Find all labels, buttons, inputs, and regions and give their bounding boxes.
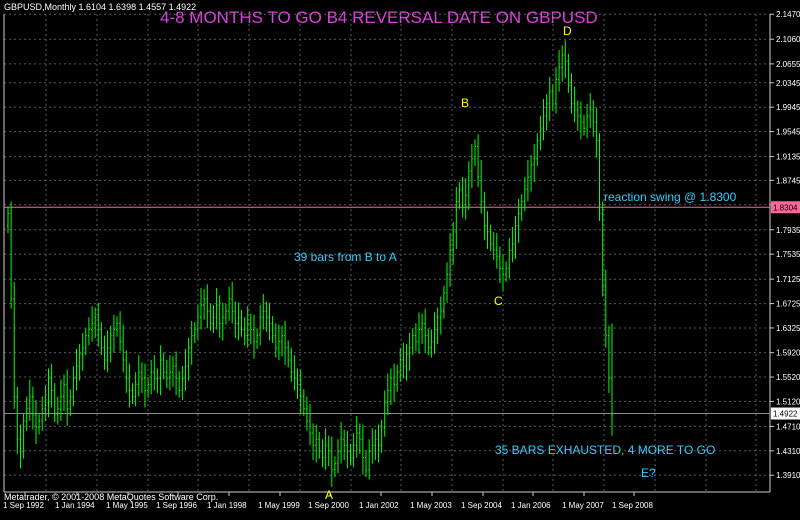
x-tick-label: 1 Sep 1996 [156, 501, 197, 510]
y-tick-label: 1.7125 [776, 275, 800, 284]
y-tick-label: 2.1060 [776, 35, 800, 44]
annotation-bars-b-to-a: 39 bars from B to A [294, 250, 397, 264]
x-tick-label: 1 Jan 1998 [207, 501, 247, 510]
x-tick-label: 1 Sep 2008 [612, 501, 653, 510]
label-e: E? [641, 466, 656, 480]
x-tick-label: 1 May 1995 [106, 501, 148, 510]
y-tick-label: 1.4710 [776, 422, 800, 431]
y-tick-label: 1.7535 [776, 250, 800, 259]
y-tick-label: 1.6725 [776, 300, 800, 309]
y-tick-label: 1.6325 [776, 324, 800, 333]
x-tick-label: 1 Jan 1994 [55, 501, 95, 510]
x-tick-label: 1 Sep 1992 [3, 501, 44, 510]
y-tick-label: 1.3910 [776, 471, 800, 480]
label-d: D [563, 24, 572, 38]
label-b: B [461, 96, 469, 110]
y-tick-label: 2.1470 [776, 10, 800, 19]
y-tick-label: 1.5520 [776, 373, 800, 382]
y-tick-label: 1.5120 [776, 397, 800, 406]
x-tick-label: 1 Sep 2004 [461, 501, 502, 510]
y-tick-label: 1.9545 [776, 128, 800, 137]
y-tick-label: 1.9945 [776, 103, 800, 112]
y-tick-label: 1.5920 [776, 349, 800, 358]
current-price-label: 1.4922 [773, 410, 798, 419]
current-price-box [771, 407, 800, 420]
y-tick-label: 1.9135 [776, 153, 800, 162]
y-tick-label: 1.7935 [776, 226, 800, 235]
label-a: A [325, 488, 333, 502]
x-tick-label: 1 May 2007 [562, 501, 604, 510]
y-tick-label: 2.0655 [776, 60, 800, 69]
x-tick-label: 1 Jan 2002 [359, 501, 399, 510]
y-tick-label: 2.0345 [776, 79, 800, 88]
annotation-exhausted: 35 BARS EXHAUSTED, 4 MORE TO GO [495, 443, 715, 457]
x-tick-label: 1 Jan 2006 [511, 501, 551, 510]
x-tick-label: 1 Sep 2000 [308, 501, 349, 510]
y-tick-label: 1.8745 [776, 176, 800, 185]
copyright: Metatrader, © 2001-2008 MetaQuotes Softw… [4, 492, 219, 502]
symbol-info: GBPUSD,Monthly 1.6104 1.6398 1.4557 1.49… [4, 2, 197, 12]
annotation-reaction-swing: reaction swing @ 1.8300 [604, 190, 737, 204]
reaction-price-label: 1.8304 [773, 203, 798, 212]
chart-title: 4-8 MONTHS TO GO B4 REVERSAL DATE ON GBP… [160, 8, 598, 27]
reaction-price-box [771, 201, 800, 214]
label-c: C [494, 294, 503, 308]
y-tick-label: 1.4310 [776, 447, 800, 456]
x-tick-label: 1 May 2003 [410, 501, 452, 510]
x-tick-label: 1 May 1999 [258, 501, 300, 510]
